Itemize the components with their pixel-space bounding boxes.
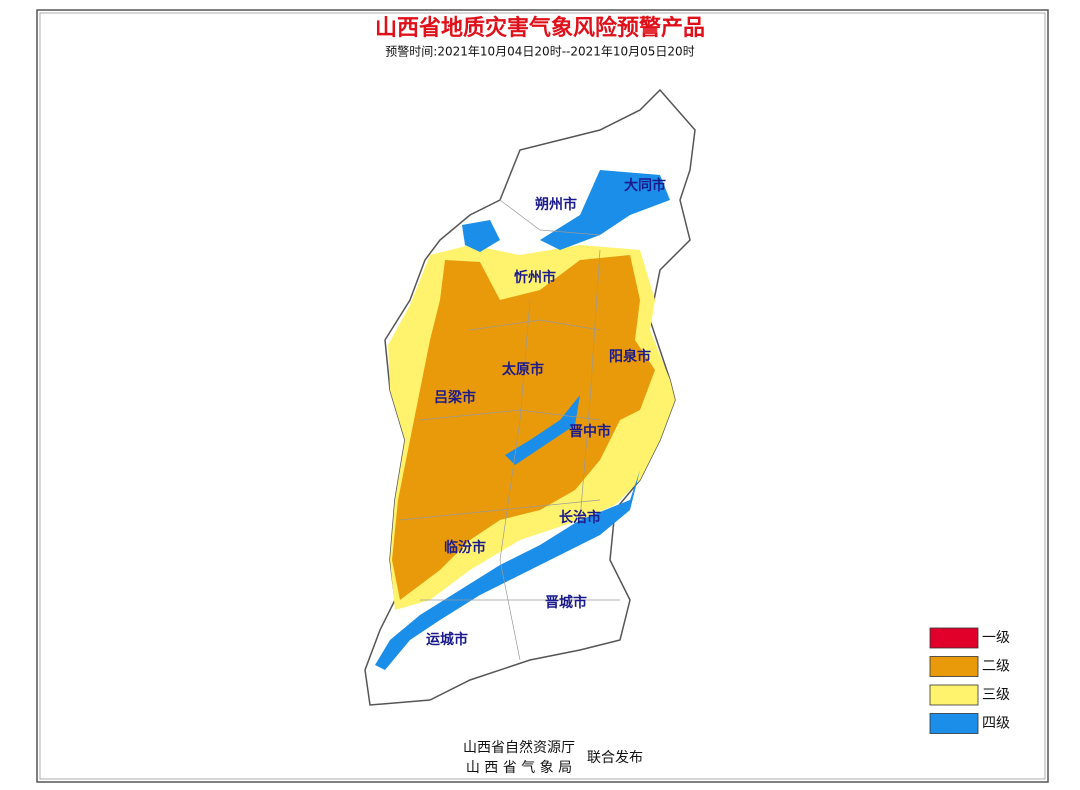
subtitle: 预警时间:2021年10月04日20时--2021年10月05日20时 xyxy=(385,44,694,59)
city-label: 阳泉市 xyxy=(609,348,651,365)
level4-strip xyxy=(505,395,580,465)
frame-inner xyxy=(39,12,1046,780)
city-label: 运城市 xyxy=(426,631,468,648)
city-label: 长治市 xyxy=(559,509,601,526)
footer-note: 联合发布 xyxy=(587,750,643,766)
legend-swatch xyxy=(929,627,979,649)
title: 山西省地质灾害气象风险预警产品 xyxy=(375,15,705,41)
issuer: 山 西 省 气 象 局 xyxy=(466,760,572,776)
city-label: 太原市 xyxy=(502,361,544,378)
city-label: 忻州市 xyxy=(514,269,556,286)
city-label: 吕梁市 xyxy=(434,389,476,406)
legend-label: 四级 xyxy=(982,716,1010,732)
city-label: 朔州市 xyxy=(535,196,577,213)
legend-swatch xyxy=(929,656,979,677)
legend-swatch xyxy=(929,684,979,706)
city-label: 临汾市 xyxy=(444,539,486,556)
city-label: 晋中市 xyxy=(569,423,611,440)
level4-strip xyxy=(540,170,670,250)
legend-swatch xyxy=(929,713,979,734)
level4-patch xyxy=(462,220,500,252)
level2-area xyxy=(392,255,655,600)
legend-label: 三级 xyxy=(982,687,1010,703)
county-borders xyxy=(399,199,620,661)
city-label: 大同市 xyxy=(624,177,666,194)
issuer: 山西省自然资源厅 xyxy=(463,739,575,756)
legend-label: 一级 xyxy=(982,630,1010,646)
city-label: 晋城市 xyxy=(545,594,587,611)
level4-strip xyxy=(375,470,640,670)
province xyxy=(364,88,696,706)
legend-label: 二级 xyxy=(982,659,1010,675)
